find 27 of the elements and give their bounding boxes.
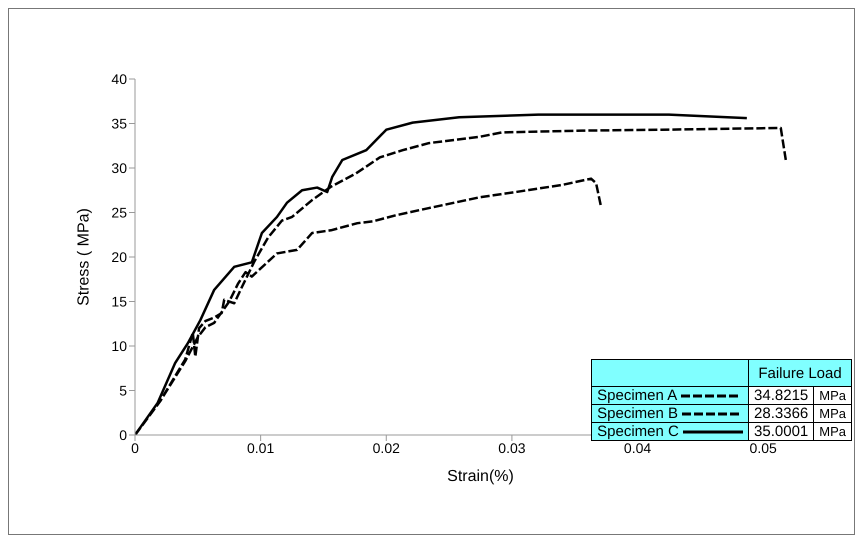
legend-label: Specimen B — [597, 405, 680, 422]
y-tick-label: 40 — [111, 70, 128, 87]
x-tick-label: 0.01 — [247, 440, 274, 456]
y-tick-label: 10 — [111, 338, 128, 354]
annotation: MPa — [814, 422, 852, 440]
x-tick-label: 0.02 — [372, 440, 400, 456]
y-tick-label: 0 — [119, 426, 128, 443]
x-axis-title: Strain(%) — [447, 468, 514, 485]
x-tick-label: 0 — [131, 440, 140, 456]
y-tick-label: 15 — [111, 293, 128, 310]
annotation: MPa — [814, 386, 852, 404]
legend-label: Specimen C — [597, 423, 680, 440]
y-tick-label: 25 — [111, 204, 128, 220]
y-tick-label: 20 — [111, 248, 128, 265]
y-axis-title: Stress ( MPa) — [76, 208, 93, 306]
x-tick-label: 0.05 — [750, 440, 778, 456]
annotation: 34.8215 — [748, 386, 814, 404]
annotation: 35.0001 — [748, 422, 814, 440]
annotation: MPa — [814, 404, 852, 422]
y-tick-label: 5 — [119, 382, 128, 398]
legend-title: Failure Load — [748, 360, 852, 386]
annotation: 28.3366 — [748, 404, 814, 422]
legend-label: Specimen A — [597, 387, 678, 404]
y-tick-label: 35 — [111, 115, 128, 132]
x-tick-label: 0.03 — [498, 440, 526, 456]
x-tick-label: 0.04 — [624, 440, 652, 456]
y-tick-label: 30 — [111, 160, 128, 176]
